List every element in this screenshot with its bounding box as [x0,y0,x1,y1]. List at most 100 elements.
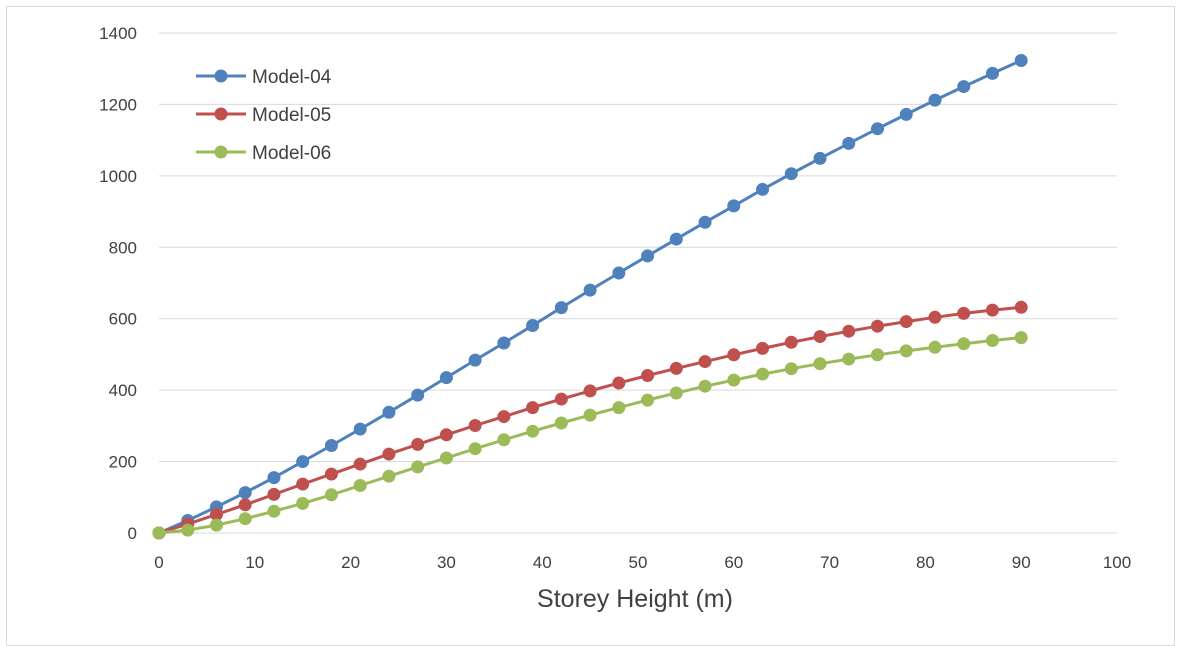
data-point [497,410,511,424]
legend-swatch-marker [214,107,228,121]
x-tick-label: 100 [1103,553,1131,572]
data-point [583,283,597,297]
data-point [468,442,482,456]
data-point [669,232,683,246]
data-point [756,182,770,196]
data-point [641,369,655,382]
legend-label: Model-06 [252,143,331,164]
data-point [813,330,827,344]
data-point [842,352,856,366]
data-point [813,357,827,371]
data-point [411,388,425,402]
x-tick-label: 0 [154,553,163,572]
x-tick-label: 80 [916,553,935,572]
data-point [497,336,511,350]
data-point [238,498,252,512]
data-point [871,319,884,333]
data-point [238,512,252,526]
legend: Model-04 Model-05 Model-06 [196,67,332,164]
x-tick-labels: 0 10 20 30 40 50 60 70 80 90 100 [154,553,1131,572]
data-point [526,401,540,415]
data-point [583,408,597,422]
data-point [353,479,367,492]
data-point [382,405,396,419]
data-point [152,526,166,540]
data-point [526,424,540,438]
data-point [669,386,683,400]
data-point [526,319,540,332]
series-line [158,336,1022,535]
x-tick-label: 20 [341,553,360,572]
data-point [267,487,281,501]
data-point [324,439,338,452]
data-point [267,471,281,485]
legend-item: Model-06 [196,143,331,164]
x-axis-title: Storey Height (m) [537,585,733,613]
y-tick-label: 200 [109,453,137,472]
x-tick-label: 50 [629,553,648,572]
data-point [468,353,482,367]
x-tick-label: 90 [1012,553,1031,572]
x-tick-label: 30 [437,553,456,572]
series-layer [152,54,1028,540]
data-point [698,355,712,369]
data-point [899,107,913,121]
data-point [641,249,655,263]
y-tick-label: 1000 [99,167,137,186]
legend-item: Model-05 [196,105,331,126]
data-point [669,361,683,375]
data-point [181,523,195,537]
legend-label: Model-05 [252,105,331,126]
data-point [612,266,626,280]
data-point [727,199,741,213]
line-chart: 0 10 20 30 40 50 60 70 80 90 100 0 200 400 600 800 1000… [99,24,1131,613]
data-point [756,341,770,355]
data-point [554,416,568,430]
data-point [928,340,942,354]
gridlines [159,32,1117,463]
data-point [899,344,913,358]
x-tick-label: 10 [245,553,264,572]
data-point [957,337,971,351]
y-tick-label: 0 [128,524,137,543]
data-point [554,301,568,315]
data-point [985,303,999,317]
data-point [784,362,798,376]
x-tick-label: 40 [533,553,552,572]
data-point [439,428,453,442]
data-point [784,335,798,349]
data-point [957,80,971,94]
series-model-04 [152,54,1028,540]
data-point [296,477,310,491]
data-point [296,455,310,469]
data-point [411,460,425,474]
data-point [439,451,453,465]
data-point [612,376,626,390]
data-point [324,488,338,502]
data-point [324,467,338,481]
data-point [209,518,223,532]
legend-label: Model-04 [252,67,332,88]
data-point [382,447,396,461]
data-point [583,384,597,398]
data-point [871,348,884,362]
data-point [1014,54,1028,67]
data-point [238,486,252,500]
data-point [353,422,367,436]
data-point [267,504,281,518]
data-point [727,348,741,362]
series-model-06 [152,331,1028,540]
data-point [842,324,856,338]
data-point [871,122,884,136]
data-point [985,66,999,80]
y-tick-label: 800 [109,238,137,257]
data-point [353,457,367,471]
data-point [899,315,913,329]
data-point [756,367,770,381]
y-tick-label: 1400 [99,24,137,43]
series-line [158,59,1022,535]
data-point [554,392,568,406]
legend-item: Model-04 [196,67,332,88]
data-point [497,433,511,447]
data-point [439,371,453,385]
